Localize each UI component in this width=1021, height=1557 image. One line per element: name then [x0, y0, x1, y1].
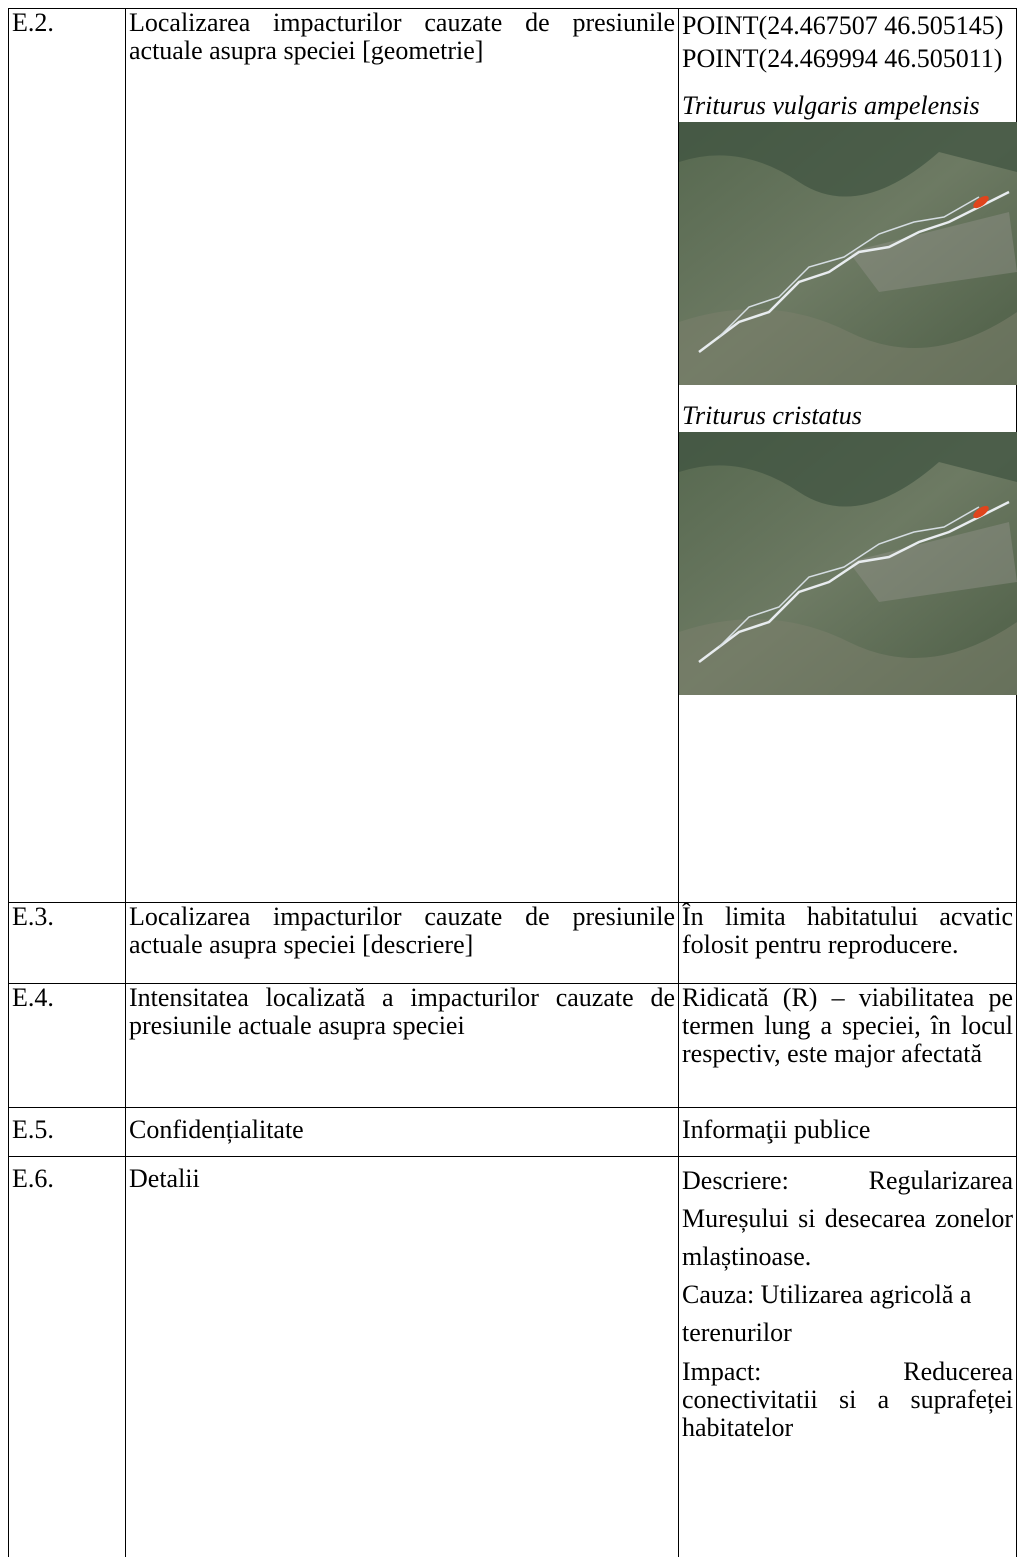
point: POINT(24.469994 46.505011) [682, 42, 1013, 75]
row: E.4. Intensitatea localizată a impacturi… [9, 984, 1017, 1108]
code: E.6. [9, 1157, 126, 1557]
value-cell: POINT(24.467507 46.505145) POINT(24.4699… [679, 9, 1017, 903]
detail: Cauza: Utilizarea agricolă a terenurilor [682, 1276, 1013, 1352]
label: Intensitatea localizată a impacturilor c… [126, 984, 679, 1108]
map-caption: Triturus vulgaris ampelensis [682, 89, 1013, 122]
label: Confidențialitate [126, 1108, 679, 1157]
code: E.5. [9, 1108, 126, 1157]
detail: Descriere: Regularizarea Mureșului si de… [682, 1162, 1013, 1276]
label: Localizarea impacturilor cauzate de pres… [126, 9, 679, 903]
row: E.5. Confidențialitate Informaţii public… [9, 1108, 1017, 1157]
code: E.4. [9, 984, 126, 1108]
value-cell: Descriere: Regularizarea Mureșului si de… [679, 1157, 1017, 1557]
map-caption: Triturus cristatus [682, 399, 1013, 432]
code: E.2. [9, 9, 126, 903]
detail: Impact: Reducerea conectivitatii si a su… [682, 1358, 1013, 1442]
label: Localizarea impacturilor cauzate de pres… [126, 903, 679, 984]
satellite-map [679, 432, 1017, 695]
value: Informaţii publice [679, 1108, 1017, 1157]
row: E.6. Detalii Descriere: Regularizarea Mu… [9, 1157, 1017, 1557]
value: În limita habitatului acvatic folosit pe… [679, 903, 1017, 984]
point: POINT(24.467507 46.505145) [682, 9, 1013, 42]
row: E.2. Localizarea impacturilor cauzate de… [9, 9, 1017, 903]
satellite-map [679, 122, 1017, 385]
code: E.3. [9, 903, 126, 984]
value: Ridicată (R) – viabilitatea pe termen lu… [679, 984, 1017, 1108]
row: E.3. Localizarea impacturilor cauzate de… [9, 903, 1017, 984]
label: Detalii [126, 1157, 679, 1557]
species-impact-table: E.2. Localizarea impacturilor cauzate de… [8, 8, 1017, 1557]
